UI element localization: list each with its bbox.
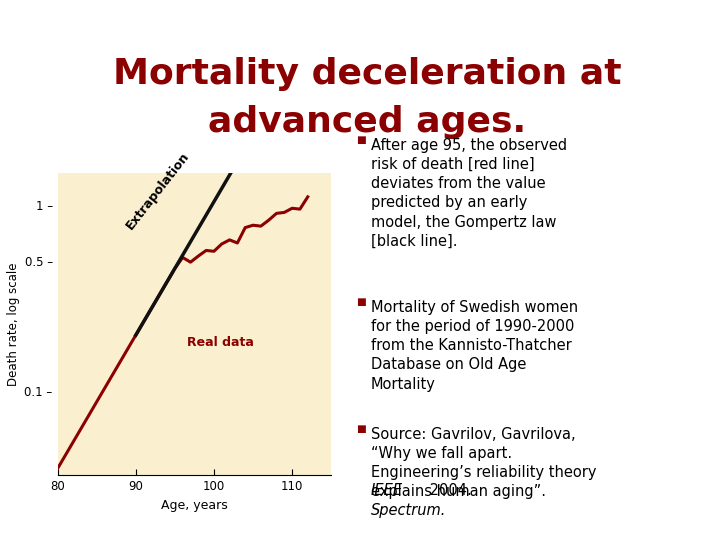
Text: advanced ages.: advanced ages.: [208, 105, 526, 139]
Y-axis label: Death rate, log scale: Death rate, log scale: [7, 262, 20, 386]
Text: After age 95, the observed
risk of death [red line]
deviates from the value
pred: After age 95, the observed risk of death…: [371, 138, 567, 249]
Text: Extrapolation: Extrapolation: [124, 150, 192, 232]
X-axis label: Age, years: Age, years: [161, 498, 228, 511]
Text: 2004.: 2004.: [425, 483, 472, 498]
Text: Source: Gavrilov, Gavrilova,
“Why we fall apart.
Engineering’s reliability theor: Source: Gavrilov, Gavrilova, “Why we fal…: [371, 427, 596, 499]
Text: ■: ■: [356, 424, 366, 434]
Text: Mortality deceleration at: Mortality deceleration at: [113, 57, 621, 91]
Text: Mortality of Swedish women
for the period of 1990-2000
from the Kannisto-Thatche: Mortality of Swedish women for the perio…: [371, 300, 578, 392]
Text: ■: ■: [356, 135, 366, 145]
Text: ■: ■: [356, 297, 366, 307]
Text: IEEE
Spectrum.: IEEE Spectrum.: [371, 483, 446, 517]
Text: Real data: Real data: [186, 336, 253, 349]
